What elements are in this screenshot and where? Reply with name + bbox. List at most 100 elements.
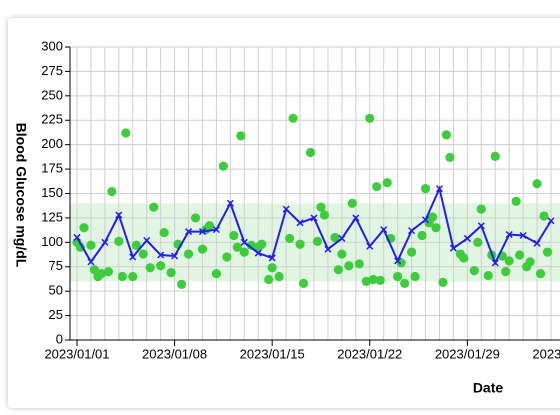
reading-dot — [103, 267, 113, 277]
reading-dot — [312, 236, 323, 246]
average-marker — [505, 230, 513, 239]
average-marker — [491, 259, 499, 267]
average-marker — [324, 245, 332, 253]
reading-dot — [149, 202, 159, 212]
average-marker — [547, 217, 555, 225]
average-marker — [366, 242, 374, 250]
reading-dot — [305, 147, 316, 158]
reading-dot — [393, 271, 403, 282]
reading-dot — [438, 277, 448, 287]
reading-dot — [96, 268, 106, 279]
average-marker — [198, 228, 207, 236]
reading-dot — [145, 263, 155, 273]
average-marker — [157, 251, 165, 259]
reading-dot — [298, 278, 309, 288]
reading-dot — [239, 247, 249, 257]
reading-dot — [406, 247, 417, 257]
average-marker — [115, 211, 123, 219]
reading-dot — [121, 128, 131, 138]
reading-dot — [473, 237, 483, 247]
reading-dot — [469, 266, 479, 276]
reading-dot — [159, 227, 169, 238]
average-marker — [240, 238, 248, 246]
series-layer — [72, 113, 555, 289]
reading-dot — [288, 113, 298, 123]
reading-dot — [365, 113, 375, 123]
average-marker — [143, 236, 151, 244]
reading-dot — [400, 278, 410, 288]
reading-dot — [420, 184, 431, 194]
reading-dot — [382, 178, 392, 188]
average-marker — [408, 227, 416, 235]
reading-dot — [89, 265, 100, 275]
y-tick-label: 100 — [41, 234, 63, 249]
average-marker — [184, 228, 193, 236]
average-marker — [394, 257, 402, 265]
average-marker — [380, 226, 388, 234]
reading-dot — [295, 239, 305, 249]
reading-dot — [542, 247, 553, 257]
reading-dot — [114, 236, 124, 246]
reading-dot — [539, 211, 549, 221]
average-marker — [296, 219, 304, 227]
reading-dot — [107, 186, 117, 197]
reading-dot — [504, 256, 514, 266]
x-tick-label: 2023/01/15 — [240, 346, 305, 361]
reading-dot — [337, 249, 347, 259]
average-marker — [282, 205, 290, 213]
reading-dot — [274, 271, 284, 282]
reading-dot — [232, 242, 242, 252]
reading-dot — [79, 223, 89, 233]
average-marker — [519, 231, 527, 240]
reading-dot — [222, 252, 232, 262]
reading-dot — [441, 130, 452, 140]
y-axis-title: Blood Glucose mg/dL — [13, 123, 29, 268]
x-tick-label: 2023/01/29 — [435, 346, 500, 361]
reading-dot — [344, 261, 354, 271]
reading-dot — [361, 276, 371, 286]
reading-dot — [285, 233, 295, 244]
x-tick-label: 2023/01/08 — [142, 346, 207, 361]
y-tick-label: 175 — [41, 161, 63, 176]
reading-dot — [375, 275, 385, 286]
reading-dot — [354, 259, 364, 269]
y-tick-label: 200 — [41, 136, 63, 151]
y-tick-label: 75 — [49, 258, 63, 273]
reading-dot — [372, 182, 382, 192]
reading-dot — [246, 240, 256, 250]
reading-dot — [431, 223, 441, 233]
reading-dot — [138, 249, 148, 259]
reading-dot — [476, 204, 486, 214]
average-marker — [477, 222, 485, 230]
reading-dot — [347, 198, 357, 208]
reading-dot — [330, 232, 340, 243]
reading-dot — [197, 244, 208, 254]
average-marker — [254, 249, 262, 257]
reading-dot — [319, 210, 330, 220]
reading-dot — [459, 253, 469, 263]
reading-dot — [236, 131, 246, 141]
y-tick-label: 0 — [56, 331, 63, 346]
reading-dot — [211, 268, 222, 279]
reading-dot — [427, 212, 438, 222]
reading-dot — [490, 151, 500, 161]
reading-dot — [117, 271, 127, 282]
reading-dot — [368, 274, 378, 285]
reading-dot — [501, 267, 511, 277]
reading-dot — [183, 249, 194, 259]
average-marker — [212, 226, 220, 234]
reading-dot — [190, 213, 201, 223]
reading-dot — [86, 240, 96, 250]
y-tick-label: 300 — [41, 38, 63, 53]
reading-dot — [515, 250, 525, 260]
average-marker — [310, 214, 318, 222]
reading-dot — [417, 230, 427, 241]
y-tick-label: 250 — [41, 87, 63, 102]
average-marker — [533, 239, 541, 247]
reading-dot — [410, 271, 420, 282]
y-tick-label: 50 — [49, 283, 63, 298]
average-marker — [171, 252, 179, 260]
reading-dot — [333, 265, 343, 275]
